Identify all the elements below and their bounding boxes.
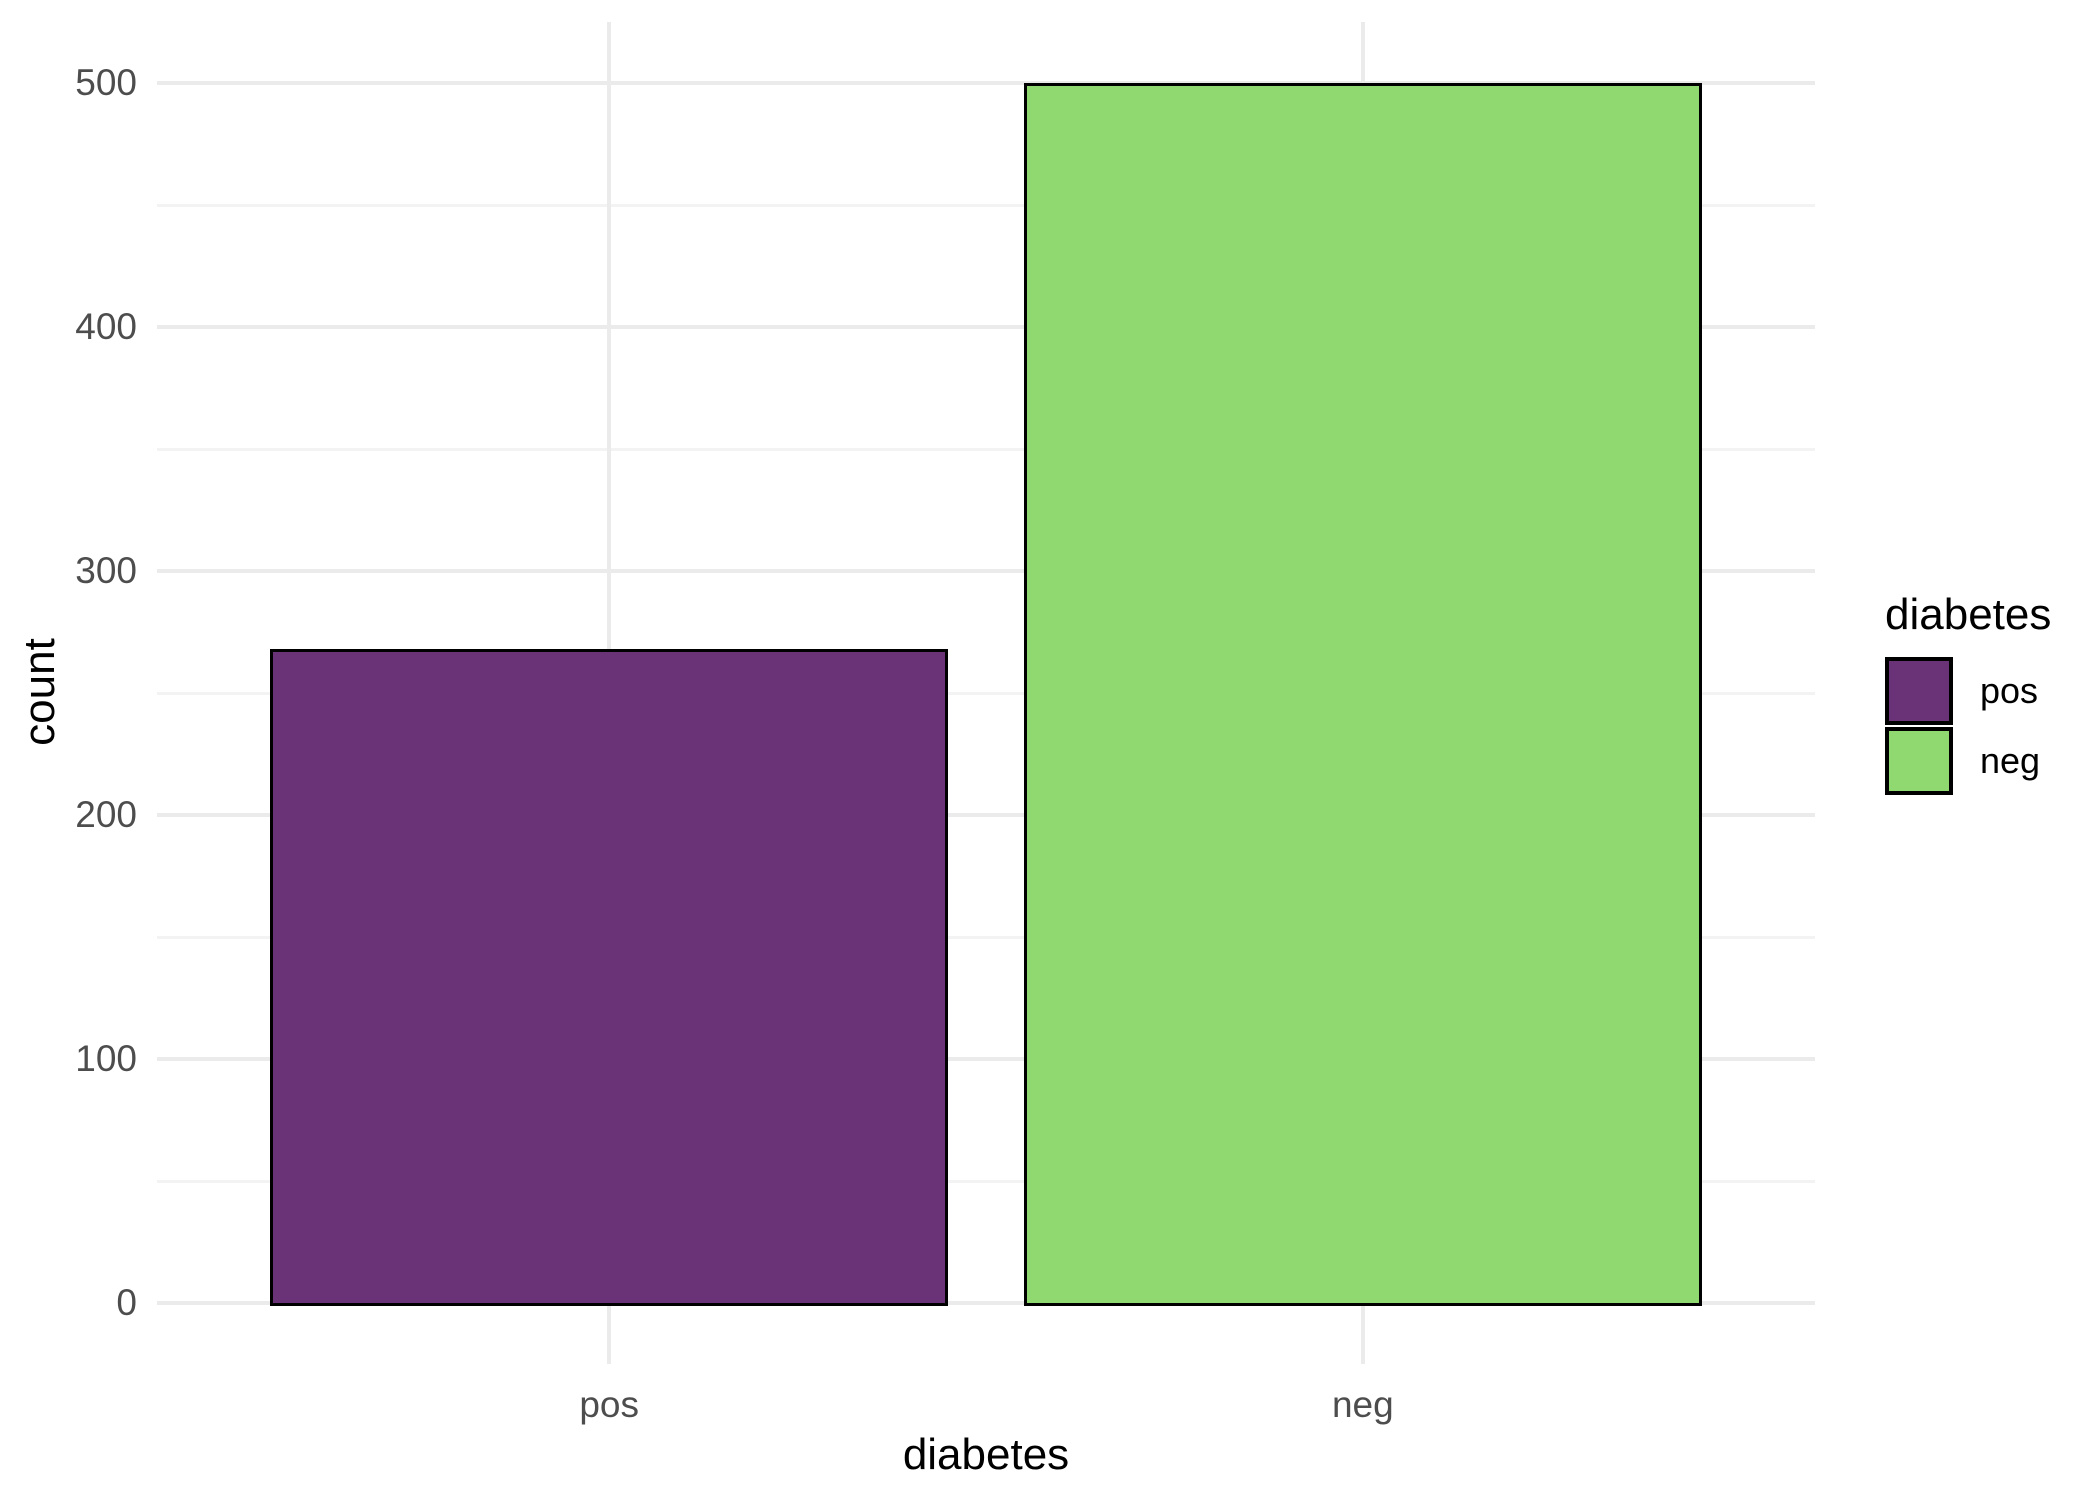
y-tick-label-300: 300 [75,550,137,591]
minor-gridline-y-250 [157,691,1815,695]
legend-key-label-neg: neg [1980,740,2041,781]
major-gridline-y-100 [157,1057,1815,1061]
minor-gridline-y-450 [157,203,1815,207]
major-gridline-y-0 [157,1301,1815,1305]
x-tick-label-neg: neg [1331,1384,1394,1425]
legend-key-swatch-pos [1885,657,1953,725]
y-tick-label-0: 0 [116,1282,137,1323]
x-tick-label-pos: pos [579,1384,639,1425]
x-axis-title: diabetes [902,1430,1070,1479]
y-tick-label-500: 500 [75,62,137,103]
y-tick-label-200: 200 [75,794,137,835]
major-gridline-y-400 [157,325,1815,329]
bar-pos [270,649,949,1306]
legend-title: diabetes [1885,590,2052,639]
y-tick-label-100: 100 [75,1038,137,1079]
legend-key-swatch-neg [1885,727,1953,795]
legend-key-label-pos: pos [1980,670,2039,711]
minor-gridline-y-350 [157,447,1815,451]
bar-neg [1023,83,1702,1306]
y-tick-label-400: 400 [75,306,137,347]
major-gridline-y-500 [157,81,1815,85]
minor-gridline-y-150 [157,935,1815,939]
major-gridline-y-300 [157,569,1815,573]
minor-gridline-y-50 [157,1179,1815,1183]
major-gridline-y-200 [157,813,1815,817]
y-axis-title: count [15,638,64,746]
